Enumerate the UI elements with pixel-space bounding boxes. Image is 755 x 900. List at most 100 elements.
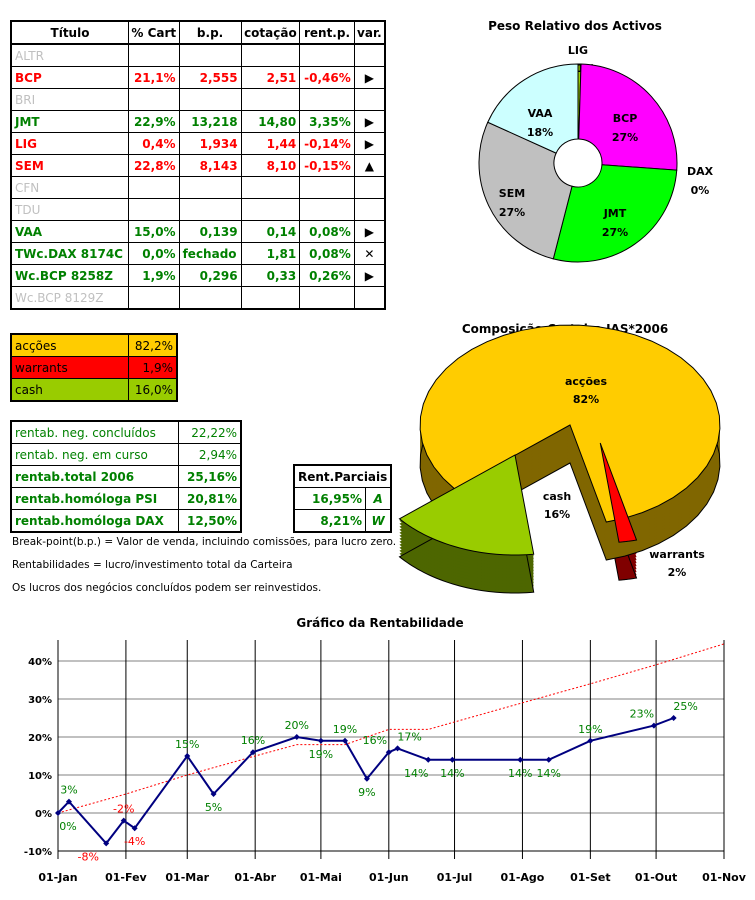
column-header: var. (353, 20, 386, 45)
y-tick-label: 20% (28, 733, 52, 744)
cell-rent: 0,08% (299, 242, 355, 265)
x-tick-label: 01-Nov (702, 871, 747, 884)
cell-name: Wc.BCP 8129Z (10, 286, 129, 310)
cell-rent: -0,46% (299, 66, 355, 89)
y-tick-label: 40% (28, 657, 52, 668)
pie3d-slice-acções (419, 324, 721, 523)
donut-label: BCP (613, 112, 638, 125)
donut-pct: 27% (602, 226, 628, 239)
table-row: Wc.BCP 8258Z 1,9% 0,296 0,33 0,26% ▶ (10, 264, 386, 287)
cell-cot: 0,33 (240, 264, 301, 287)
cell-var: ▶ (353, 264, 386, 287)
data-point (184, 753, 191, 759)
data-point (670, 715, 677, 721)
table-row: BCP 21,1% 2,555 2,51 -0,46% ▶ (10, 66, 386, 89)
data-point (120, 817, 127, 824)
data-label: 19% (578, 723, 602, 736)
data-point (341, 737, 348, 744)
y-tick-label: -10% (24, 847, 52, 858)
column-header: % Cart (127, 20, 180, 45)
data-label: -2% (113, 803, 134, 816)
cell-cot (240, 286, 301, 310)
pie3d-slice-cash (398, 454, 535, 556)
data-label: 20% (285, 719, 309, 732)
data-point (210, 791, 217, 797)
partial-tag: A (364, 487, 392, 510)
returns-label: rentab.homóloga DAX (10, 509, 179, 533)
returns-value: 2,94% (178, 443, 242, 466)
cell-bp: 1,934 (178, 132, 242, 155)
data-point (394, 745, 401, 752)
cell-bp: 0,139 (178, 220, 242, 243)
partial-tag: W (364, 509, 392, 533)
cell-bp: fechado (178, 242, 242, 265)
data-label: 3% (60, 784, 77, 797)
x-tick-label: 01-Mar (165, 871, 209, 884)
pie3d-pct: 82% (573, 393, 599, 406)
returns-table: rentab. neg. concluídos 22,22% rentab. neg… (10, 420, 242, 533)
note-returns: Rentabilidades = lucro/investimento tota… (12, 559, 293, 571)
returns-label: rentab.total 2006 (10, 465, 179, 488)
data-label: 16% (241, 734, 265, 747)
pie3d-pct: 16% (544, 508, 570, 521)
data-point (363, 775, 370, 782)
portfolio-table: Título% Cart b.p. cotação rent.p. var. ALTR BC… (10, 20, 386, 310)
note-breakpoint: Break-point(b.p.) = Valor de venda, incl… (12, 536, 397, 548)
data-point (317, 737, 324, 744)
partials-table: Rent.Parciais 16,95% A 8,21% W (293, 464, 393, 533)
column-header: cotação (240, 20, 301, 45)
donut-pct: 0% (691, 184, 710, 197)
data-label: 14% (440, 767, 464, 780)
cell-cot: 1,81 (240, 242, 301, 265)
cell-cart: 21,1% (127, 66, 180, 89)
column-header: rent.p. (299, 20, 355, 45)
column-header: Título (10, 20, 129, 45)
data-point (545, 756, 552, 763)
data-label: 15% (175, 738, 199, 751)
donut-label: LIG (568, 44, 588, 57)
cell-cot: 8,10 (240, 154, 301, 177)
y-tick-label: 10% (28, 771, 52, 782)
cell-var (353, 286, 386, 310)
data-label: 23% (630, 708, 654, 721)
allocation-row: acções 82,2% (10, 333, 178, 357)
cell-name: BRI (10, 88, 129, 111)
donut-pct: 18% (527, 126, 553, 139)
data-point (65, 798, 72, 805)
cell-bp: 8,143 (178, 154, 242, 177)
data-label: 14% (537, 767, 561, 780)
data-label: 19% (333, 723, 357, 736)
x-tick-label: 01-Mai (300, 871, 342, 884)
x-tick-label: 01-Set (570, 871, 611, 884)
partials-title: Rent.Parciais (293, 464, 392, 488)
data-point (385, 749, 392, 756)
partial-value: 16,95% (293, 487, 366, 510)
cell-name: BCP (10, 66, 129, 89)
donut-slice-jmt (552, 164, 678, 263)
data-label: 14% (508, 767, 532, 780)
data-label: -8% (77, 850, 98, 863)
pie3d-label: acções (565, 375, 607, 388)
cell-name: TWc.DAX 8174C (10, 242, 129, 265)
data-label: 14% (404, 767, 428, 780)
table-row: ALTR (10, 43, 386, 67)
cell-name: ALTR (10, 43, 129, 67)
benchmark-line (57, 643, 725, 814)
partial-value: 8,21% (293, 509, 366, 533)
data-point (587, 737, 594, 744)
table-row: BRI (10, 88, 386, 111)
returns-value: 20,81% (178, 487, 242, 510)
x-tick-label: 01-Jun (369, 871, 409, 884)
x-tick-label: 01-Jan (38, 871, 77, 884)
y-tick-label: 30% (28, 695, 52, 706)
table-row: SEM 22,8% 8,143 8,10 -0,15% ▲ (10, 154, 386, 177)
table-row: LIG 0,4% 1,934 1,44 -0,14% ▶ (10, 132, 386, 155)
x-tick-label: 01-Jul (437, 871, 473, 884)
x-tick-label: 01-Out (635, 871, 677, 884)
table-row: CFN (10, 176, 386, 199)
allocation-value: 16,0% (128, 378, 178, 402)
x-tick-label: 01-Abr (234, 871, 276, 884)
data-point (249, 749, 256, 756)
cell-cot: 14,80 (240, 110, 301, 133)
